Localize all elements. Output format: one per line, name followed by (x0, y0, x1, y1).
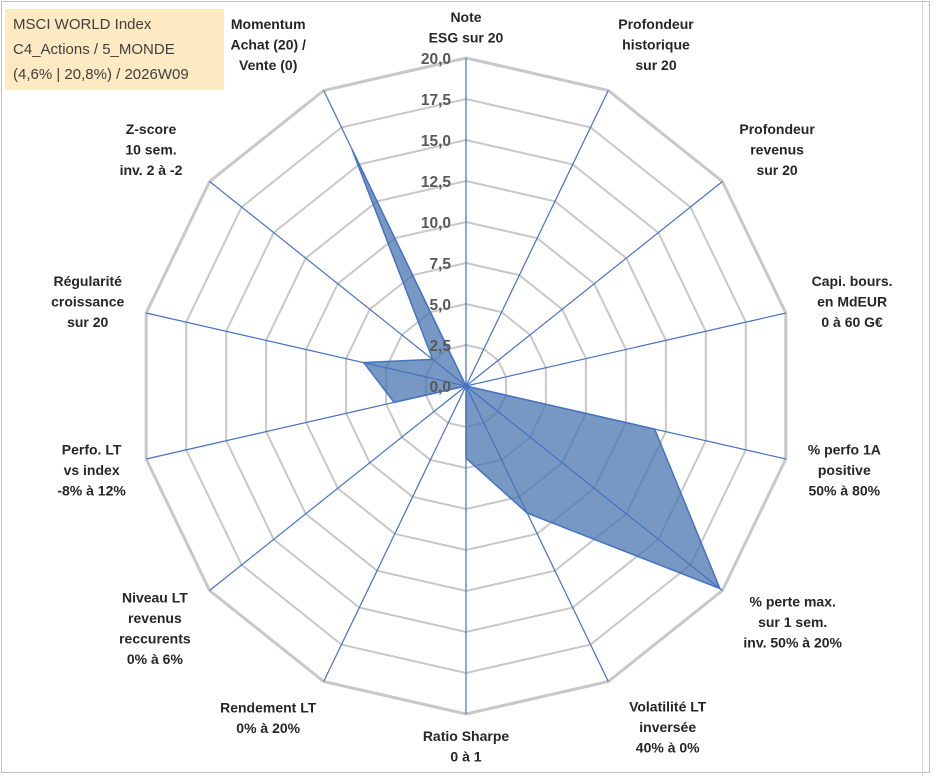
category-labels: Note ESG sur 20 Profondeur historique sur 20… (51, 9, 892, 765)
category-label-line: Niveau LT (122, 590, 188, 606)
category-label-line: revenus (750, 142, 804, 158)
category-label-line: Note (450, 9, 481, 25)
category-label-line: 0% à 6% (127, 651, 184, 667)
tick-label: 12,5 (421, 174, 452, 191)
series-area (351, 149, 722, 590)
category-label-line: Rendement LT (220, 700, 317, 716)
category-label-line: Perfo. LT (62, 442, 122, 458)
category-label-line: reccurents (119, 631, 191, 647)
category-label-line: Vente (0) (239, 57, 297, 73)
axis-spoke (465, 90, 609, 387)
category-label-line: inversée (639, 719, 696, 735)
category-label-line: Profondeur (618, 16, 694, 32)
tick-label: 15,0 (421, 133, 451, 150)
category-label-line: 0 à 60 G€ (821, 314, 883, 330)
axis-spoke (146, 312, 467, 387)
category-label-line: Ratio Sharpe (423, 728, 510, 744)
tick-label: 10,0 (421, 215, 451, 232)
tick-label: 17,5 (421, 92, 452, 109)
radar-spokes (146, 58, 786, 714)
category-label: Momentum Achat (20) / Vente (0) (230, 16, 306, 73)
category-label: Volatilité LT inversée 40% à 0% (629, 699, 707, 756)
tick-label: 20,0 (421, 51, 451, 68)
category-label: % perfo 1A positive 50% à 80% (808, 442, 881, 499)
category-label: Ratio Sharpe 0 à 1 (423, 728, 510, 765)
category-label-line: Achat (20) / (230, 37, 306, 53)
radial-tick-labels: 0,0 2,5 5,0 7,5 10,0 12,5 15,0 17,5 20,0 (421, 51, 452, 396)
axis-spoke (209, 181, 467, 387)
axis-spoke (465, 385, 609, 682)
category-label-line: % perte max. (750, 593, 836, 609)
category-label-line: Régularité (53, 273, 122, 289)
category-label-line: historique (622, 37, 690, 53)
category-label: Capi. bours. en MdEUR 0 à 60 G€ (812, 273, 893, 330)
category-label: Profondeur historique sur 20 (618, 16, 694, 73)
category-label: Z-score 10 sem. inv. 2 à -2 (120, 121, 183, 178)
axis-spoke (323, 385, 467, 682)
info-index-name: MSCI WORLD Index (13, 16, 152, 33)
category-label-line: Z-score (126, 121, 177, 137)
category-label-line: Capi. bours. (812, 273, 893, 289)
category-label-line: sur 20 (756, 162, 797, 178)
category-label: Profondeur revenus sur 20 (739, 121, 815, 178)
axis-spoke (209, 385, 467, 591)
category-label-line: croissance (51, 294, 124, 310)
category-label-line: Volatilité LT (629, 699, 707, 715)
tick-label: 2,5 (429, 338, 451, 355)
tick-label: 5,0 (429, 297, 451, 314)
category-label: Perfo. LT vs index -8% à 12% (57, 442, 126, 499)
category-label-line: Momentum (231, 16, 306, 32)
category-label-line: Profondeur (739, 121, 815, 137)
axis-spoke (465, 181, 723, 387)
category-label-line: inv. 2 à -2 (120, 162, 183, 178)
category-label: Rendement LT 0% à 20% (220, 700, 317, 737)
info-box: MSCI WORLD Index C4_Actions / 5_MONDE (4… (5, 9, 224, 90)
category-label-line: sur 1 sem. (758, 614, 827, 630)
tick-label: 7,5 (429, 256, 451, 273)
axis-spoke (323, 90, 467, 387)
category-label-line: -8% à 12% (57, 483, 126, 499)
category-label-line: 0% à 20% (236, 720, 300, 736)
axis-spoke (465, 312, 786, 387)
category-label-line: sur 20 (67, 314, 108, 330)
axis-spoke (465, 385, 723, 591)
category-label-line: positive (818, 462, 871, 478)
category-label: Régularité croissance sur 20 (51, 273, 124, 330)
category-label-line: 10 sem. (125, 142, 176, 158)
tick-label: 0,0 (429, 379, 451, 396)
category-label-line: sur 20 (635, 57, 676, 73)
category-label-line: 40% à 0% (636, 740, 700, 756)
category-label-line: revenus (128, 610, 182, 626)
category-label: % perte max. sur 1 sem. inv. 50% à 20% (743, 593, 842, 650)
category-label-line: 0 à 1 (450, 749, 481, 765)
axis-spoke (465, 385, 786, 460)
category-label-line: % perfo 1A (808, 442, 881, 458)
category-label: Niveau LT revenus reccurents 0% à 6% (119, 590, 191, 668)
info-category: C4_Actions / 5_MONDE (13, 41, 175, 58)
right-edge-panel (922, 0, 933, 776)
info-stats-week: (4,6% | 20,8%) / 2026W09 (13, 66, 189, 83)
category-label-line: ESG sur 20 (429, 30, 504, 46)
category-label-line: 50% à 80% (808, 483, 880, 499)
axis-spoke (146, 385, 467, 460)
category-label: Note ESG sur 20 (429, 9, 504, 46)
category-label-line: en MdEUR (817, 294, 887, 310)
category-label-line: vs index (64, 462, 120, 478)
category-label-line: inv. 50% à 20% (743, 634, 842, 650)
